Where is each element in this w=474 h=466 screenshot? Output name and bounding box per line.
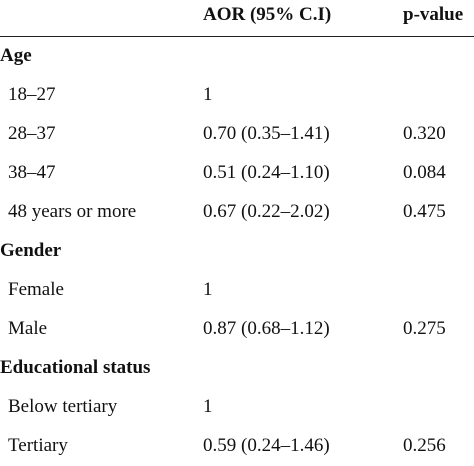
row-aor: 0.51 (0.24–1.10) bbox=[203, 162, 330, 183]
row-p-value: 0.084 bbox=[403, 162, 446, 183]
row-label: Male bbox=[8, 318, 48, 339]
table-header: AOR (95% C.I) p-value bbox=[0, 0, 474, 37]
row-aor: 1 bbox=[203, 279, 213, 300]
row-p-value: 0.275 bbox=[403, 318, 446, 339]
header-aor: AOR (95% C.I) bbox=[203, 4, 332, 25]
group-row-educational-status: Educational status bbox=[0, 349, 474, 388]
table-row: Female 1 bbox=[0, 271, 474, 310]
group-row-gender: Gender bbox=[0, 232, 474, 271]
table-row: Tertiary 0.59 (0.24–1.46) 0.256 bbox=[0, 427, 474, 466]
row-label: 18–27 bbox=[8, 84, 56, 105]
row-aor: 1 bbox=[203, 84, 213, 105]
row-label: Female bbox=[8, 279, 64, 300]
table-row: 28–37 0.70 (0.35–1.41) 0.320 bbox=[0, 115, 474, 154]
header-p-value: p-value bbox=[403, 4, 464, 25]
group-label: Educational status bbox=[0, 357, 151, 378]
row-p-value: 0.475 bbox=[403, 201, 446, 222]
row-aor: 0.67 (0.22–2.02) bbox=[203, 201, 330, 222]
row-aor: 0.87 (0.68–1.12) bbox=[203, 318, 330, 339]
row-p-value: 0.256 bbox=[403, 435, 446, 456]
table-row: 48 years or more 0.67 (0.22–2.02) 0.475 bbox=[0, 193, 474, 232]
group-label: Age bbox=[0, 45, 32, 66]
row-label: 48 years or more bbox=[8, 201, 137, 222]
row-p-value: 0.320 bbox=[403, 123, 446, 144]
table-row: Below tertiary 1 bbox=[0, 388, 474, 427]
group-row-age: Age bbox=[0, 37, 474, 76]
row-label: 28–37 bbox=[8, 123, 56, 144]
row-label: Below tertiary bbox=[8, 396, 118, 417]
table-row: 38–47 0.51 (0.24–1.10) 0.084 bbox=[0, 154, 474, 193]
row-aor: 0.70 (0.35–1.41) bbox=[203, 123, 330, 144]
row-aor: 0.59 (0.24–1.46) bbox=[203, 435, 330, 456]
row-aor: 1 bbox=[203, 396, 213, 417]
table-row: 18–27 1 bbox=[0, 76, 474, 115]
row-label: 38–47 bbox=[8, 162, 56, 183]
row-label: Tertiary bbox=[8, 435, 68, 456]
table-row: Male 0.87 (0.68–1.12) 0.275 bbox=[0, 310, 474, 349]
group-label: Gender bbox=[0, 240, 62, 261]
